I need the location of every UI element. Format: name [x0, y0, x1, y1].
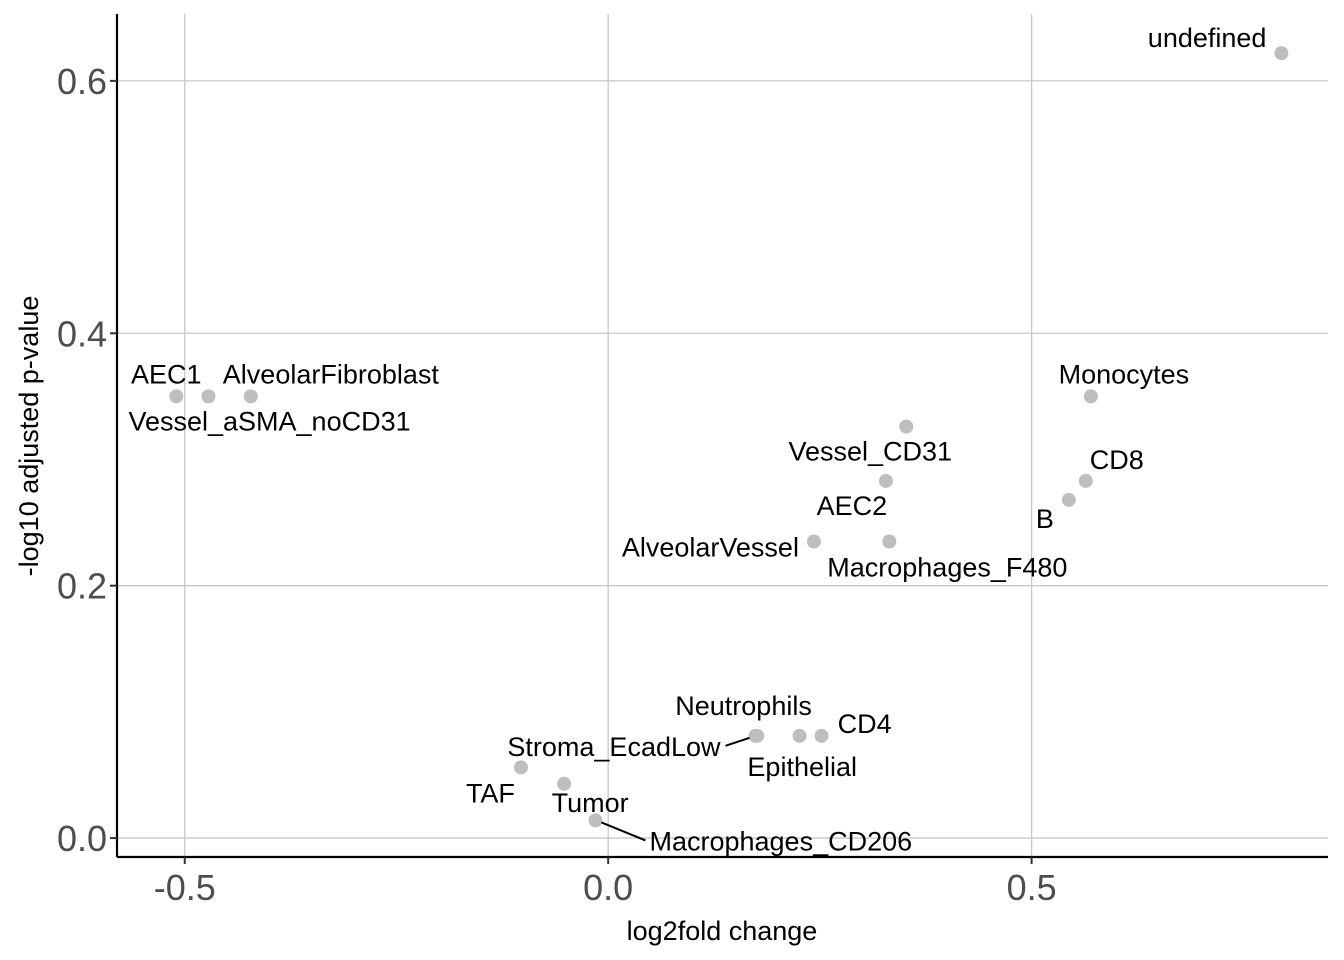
point-label: Vessel_aSMA_noCD31 — [128, 406, 410, 436]
data-point — [1083, 389, 1098, 404]
y-tick-label: 0.0 — [57, 818, 107, 859]
x-axis-title: log2fold change — [627, 916, 818, 946]
point-label: TAF — [466, 778, 515, 808]
y-tick-label: 0.4 — [57, 313, 107, 354]
point-label: Monocytes — [1059, 359, 1190, 389]
point-label: Neutrophils — [675, 691, 812, 721]
point-label: Macrophages_CD206 — [649, 826, 912, 856]
y-axis-title: -log10 adjusted p-value — [14, 296, 44, 577]
data-point — [1274, 46, 1289, 61]
point-label: AlveolarFibroblast — [223, 359, 440, 389]
axis-ticks: -0.5 0.0 0.5 0.0 0.2 0.4 0.6 — [57, 61, 1057, 908]
data-point — [882, 534, 897, 549]
data-point — [557, 776, 572, 791]
axes — [115, 14, 1328, 859]
point-label: Tumor — [552, 788, 629, 818]
point-label: AEC2 — [817, 491, 888, 521]
point-label: undefined — [1148, 23, 1267, 53]
data-point — [588, 813, 603, 828]
data-point — [169, 389, 184, 404]
x-tick-label: -0.5 — [154, 867, 216, 908]
point-label: CD4 — [838, 709, 892, 739]
point-label: Macrophages_F480 — [827, 553, 1067, 583]
data-point — [513, 760, 528, 775]
point-label: CD8 — [1090, 445, 1144, 475]
label-leader-line — [725, 736, 750, 747]
point-label: AlveolarVessel — [622, 533, 799, 563]
data-point — [750, 728, 765, 743]
label-leader-line — [601, 821, 646, 842]
data-point — [806, 534, 821, 549]
data-point — [243, 389, 258, 404]
data-point — [1061, 492, 1076, 507]
label-leaders — [601, 736, 750, 842]
data-point — [899, 419, 914, 434]
data-points — [169, 46, 1289, 828]
y-tick-label: 0.2 — [57, 566, 107, 607]
y-tick-label: 0.6 — [57, 61, 107, 102]
point-label: AEC1 — [131, 359, 202, 389]
data-point — [201, 389, 216, 404]
data-point — [1078, 473, 1093, 488]
grid-lines — [117, 14, 1328, 857]
point-label: B — [1036, 504, 1054, 534]
point-labels: undefined AEC1 Vessel_aSMA_noCD31 AlveolarF… — [128, 23, 1266, 856]
point-label: Stroma_EcadLow — [507, 732, 721, 762]
x-tick-label: 0.0 — [583, 867, 633, 908]
x-tick-label: 0.5 — [1007, 867, 1057, 908]
point-label: Epithelial — [747, 752, 857, 782]
data-point — [792, 728, 807, 743]
data-point — [814, 728, 829, 743]
point-label: Vessel_CD31 — [788, 437, 952, 467]
data-point — [878, 473, 893, 488]
